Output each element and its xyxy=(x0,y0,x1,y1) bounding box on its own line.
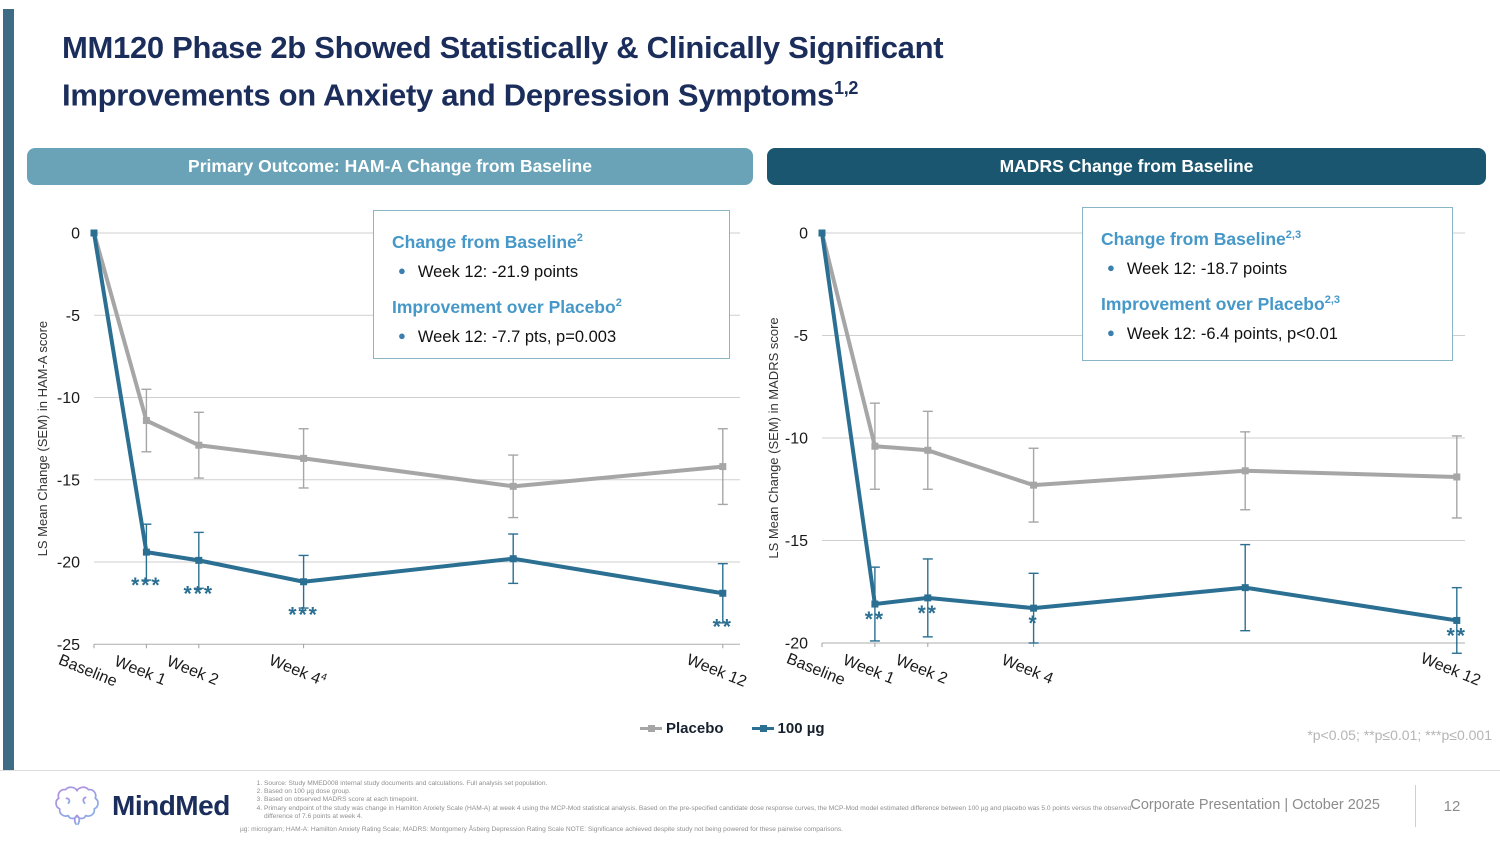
chart-legend: Placebo 100 µg xyxy=(640,720,825,737)
svg-text:-15: -15 xyxy=(785,533,808,550)
footer-vertical-divider xyxy=(1415,785,1416,827)
svg-text:LS Mean Change (SEM) in HAM-A: LS Mean Change (SEM) in HAM-A score xyxy=(35,321,50,557)
svg-text:-5: -5 xyxy=(794,328,808,345)
legend-label-placebo: Placebo xyxy=(666,720,724,737)
placebo-line-marker-icon xyxy=(640,725,662,732)
svg-text:0: 0 xyxy=(71,226,80,243)
svg-text:-10: -10 xyxy=(57,390,80,407)
presentation-footer-text: Corporate Presentation | October 2025 xyxy=(1130,797,1380,813)
legend-label-100ug: 100 µg xyxy=(777,720,825,737)
legend-item-placebo: Placebo xyxy=(640,720,724,737)
svg-text:Week 2: Week 2 xyxy=(893,652,949,688)
slide-title-line1: MM120 Phase 2b Showed Statistically & Cl… xyxy=(62,30,944,65)
hama-improvement-bullet: ● Week 12: -7.7 pts, p=0.003 xyxy=(398,327,617,346)
svg-text:LS Mean Change (SEM) in MADRS: LS Mean Change (SEM) in MADRS score xyxy=(766,317,781,558)
svg-text:-10: -10 xyxy=(785,431,808,448)
bullet-dot-icon: ● xyxy=(1107,259,1115,275)
madrs-line-chart: 0 -5 -10 -15 -20 LS Mean Change (SEM) in MADR… xyxy=(766,226,1483,690)
footnote-2: Based on 100 µg dose group. xyxy=(264,788,1132,796)
page-number: 12 xyxy=(1443,798,1461,815)
svg-text:-15: -15 xyxy=(57,472,80,489)
svg-text:Week 4: Week 4 xyxy=(999,652,1055,688)
slide-title-superscript: 1,2 xyxy=(834,78,859,98)
hama-change-heading: Change from Baseline2 xyxy=(392,231,583,252)
significance-note: *p<0.05; **p≤0.01; ***p≤0.001 xyxy=(1307,727,1492,743)
footnote-1: Source: Study MMED008 internal study doc… xyxy=(264,780,1132,788)
svg-text:***: *** xyxy=(288,604,319,627)
madrs-change-bullet: ● Week 12: -18.7 points xyxy=(1107,259,1288,278)
left-accent-bar xyxy=(3,9,14,770)
madrs-improvement-bullet: ● Week 12: -6.4 points, p<0.01 xyxy=(1107,324,1338,343)
svg-text:**: ** xyxy=(918,602,938,625)
svg-text:0: 0 xyxy=(799,226,808,243)
hama-panel-header: Primary Outcome: HAM-A Change from Basel… xyxy=(27,148,753,185)
mindmed-logo: MindMed xyxy=(52,783,230,829)
footnote-4: Primary endpoint of the study was change… xyxy=(264,805,1132,821)
svg-text:Baseline: Baseline xyxy=(56,652,119,691)
footnotes: Source: Study MMED008 internal study doc… xyxy=(252,780,1132,821)
hama-improvement-heading: Improvement over Placebo2 xyxy=(392,296,622,317)
svg-text:Week 1: Week 1 xyxy=(840,652,896,688)
svg-text:Baseline: Baseline xyxy=(784,650,847,689)
svg-text:Week 44: Week 44 xyxy=(267,651,329,690)
madrs-panel-header: MADRS Change from Baseline xyxy=(767,148,1486,185)
svg-text:-20: -20 xyxy=(57,555,80,572)
svg-text:**: ** xyxy=(865,608,885,631)
svg-text:-20: -20 xyxy=(785,636,808,653)
svg-text:Week 2: Week 2 xyxy=(164,653,220,689)
madrs-annotation-box: Change from Baseline2,3 ● Week 12: -18.7 … xyxy=(1082,207,1453,361)
hama-change-bullet: ● Week 12: -21.9 points xyxy=(398,262,579,281)
footnote-3: Based on observed MADRS score at each ti… xyxy=(264,796,1132,804)
dose-line-marker-icon xyxy=(751,725,774,732)
hama-annotation-box: Change from Baseline2 ● Week 12: -21.9 po… xyxy=(373,210,730,359)
madrs-improvement-heading: Improvement over Placebo2,3 xyxy=(1101,293,1340,314)
svg-text:-25: -25 xyxy=(57,637,80,654)
svg-text:***: *** xyxy=(184,582,215,605)
svg-text:Week 12: Week 12 xyxy=(1418,650,1483,689)
svg-text:**: ** xyxy=(713,615,733,638)
bullet-dot-icon: ● xyxy=(1107,324,1115,340)
svg-text:*: * xyxy=(1029,612,1039,635)
bullet-dot-icon: ● xyxy=(398,327,406,343)
svg-text:-5: -5 xyxy=(66,308,80,325)
mindmed-wordmark: MindMed xyxy=(112,790,230,821)
legend-item-100ug: 100 µg xyxy=(751,720,825,737)
hama-line-chart: 0 -5 -10 -15 -20 -25 LS Mean Change (SEM) in H… xyxy=(35,226,749,691)
svg-text:Week 1: Week 1 xyxy=(112,653,168,689)
slide-title-line2: Improvements on Anxiety and Depression S… xyxy=(62,77,834,113)
slide-title: MM120 Phase 2b Showed Statistically & Cl… xyxy=(62,27,1342,115)
abbreviations-note: µg: microgram; HAM-A: Hamilton Anxiety R… xyxy=(240,826,843,833)
brain-icon xyxy=(55,786,99,826)
footer-divider xyxy=(0,770,1500,771)
svg-text:Week 12: Week 12 xyxy=(684,651,749,690)
svg-text:***: *** xyxy=(131,574,162,597)
svg-text:**: ** xyxy=(1447,624,1467,647)
bullet-dot-icon: ● xyxy=(398,262,406,278)
madrs-change-heading: Change from Baseline2,3 xyxy=(1101,228,1302,249)
